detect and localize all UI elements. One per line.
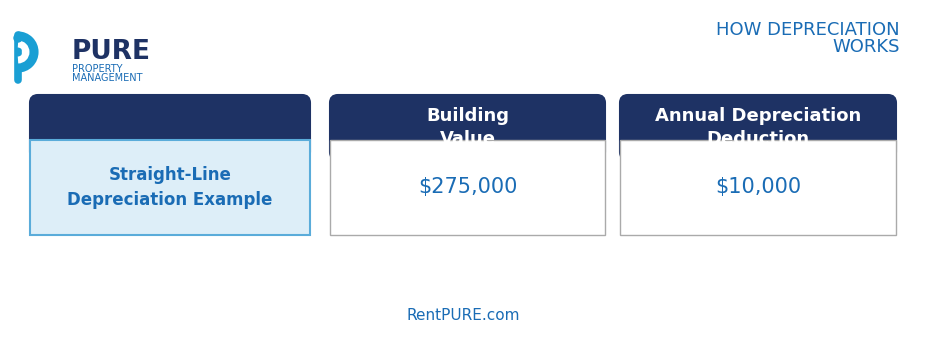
Text: PROPERTY: PROPERTY [72, 64, 122, 74]
Bar [620, 140, 896, 235]
FancyBboxPatch shape [30, 95, 310, 160]
Circle shape [14, 34, 22, 42]
Text: WORKS: WORKS [832, 38, 900, 56]
Text: RentPURE.com: RentPURE.com [407, 307, 519, 323]
FancyBboxPatch shape [330, 95, 605, 160]
Text: $275,000: $275,000 [418, 177, 518, 198]
Text: HOW DEPRECIATION: HOW DEPRECIATION [717, 21, 900, 39]
Text: Straight-Line
Depreciation Example: Straight-Line Depreciation Example [68, 166, 272, 209]
Text: Building
Value: Building Value [426, 107, 509, 148]
Text: MANAGEMENT: MANAGEMENT [72, 73, 143, 83]
Text: $10,000: $10,000 [715, 177, 801, 198]
Text: PURE: PURE [72, 39, 151, 65]
Bar [30, 140, 310, 235]
Text: Annual Depreciation
Deduction: Annual Depreciation Deduction [655, 107, 861, 148]
FancyBboxPatch shape [620, 95, 896, 160]
Bar [330, 140, 605, 235]
